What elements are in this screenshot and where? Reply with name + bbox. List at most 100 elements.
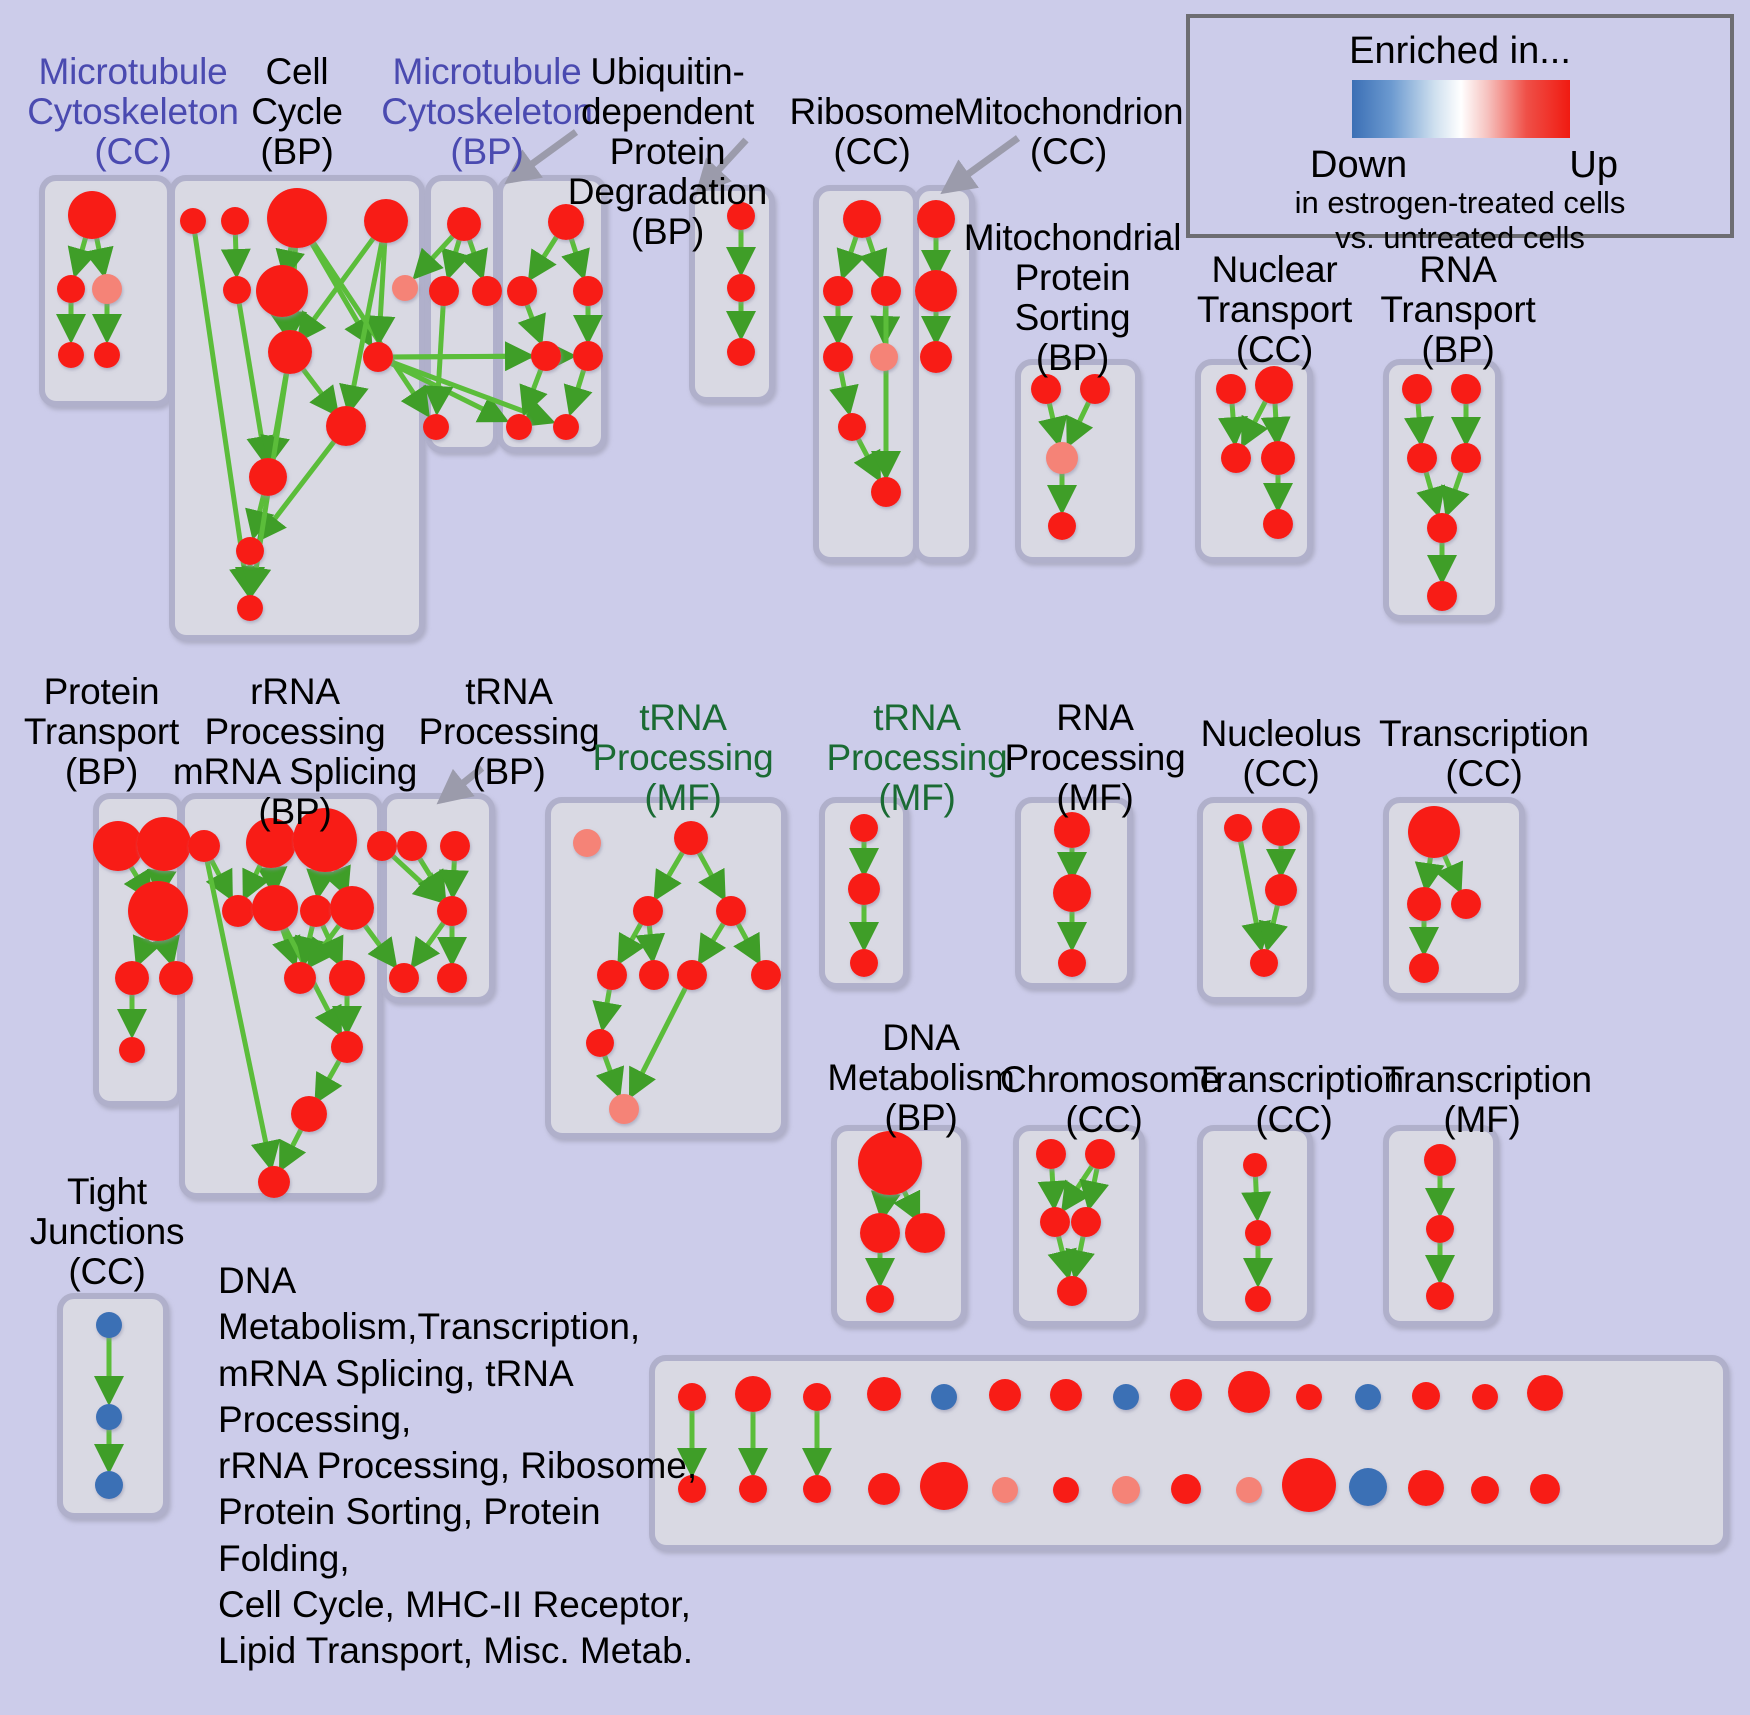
gene-set-node[interactable]: [716, 896, 746, 926]
gene-set-node[interactable]: [188, 830, 220, 862]
gene-set-node[interactable]: [678, 1475, 706, 1503]
gene-set-node[interactable]: [1221, 443, 1251, 473]
gene-set-node[interactable]: [429, 276, 459, 306]
gene-set-node[interactable]: [848, 873, 880, 905]
gene-set-node[interactable]: [249, 458, 287, 496]
gene-set-node[interactable]: [68, 191, 116, 239]
gene-set-node[interactable]: [871, 276, 901, 306]
gene-set-node[interactable]: [992, 1477, 1018, 1503]
gene-set-node[interactable]: [1048, 512, 1076, 540]
gene-set-node[interactable]: [1224, 814, 1252, 842]
gene-set-node[interactable]: [331, 1031, 363, 1063]
gene-set-node[interactable]: [1057, 1276, 1087, 1306]
gene-set-node[interactable]: [803, 1475, 831, 1503]
gene-set-node[interactable]: [119, 1037, 145, 1063]
gene-set-node[interactable]: [291, 1096, 327, 1132]
gene-set-node[interactable]: [367, 831, 397, 861]
gene-set-node[interactable]: [94, 342, 120, 368]
gene-set-node[interactable]: [1451, 889, 1481, 919]
gene-set-node[interactable]: [1050, 1379, 1082, 1411]
gene-set-node[interactable]: [548, 204, 584, 240]
gene-set-node[interactable]: [1472, 1384, 1498, 1410]
gene-set-node[interactable]: [735, 1376, 771, 1412]
gene-set-node[interactable]: [326, 406, 366, 446]
gene-set-node[interactable]: [237, 595, 263, 621]
gene-set-node[interactable]: [931, 1384, 957, 1410]
gene-set-node[interactable]: [447, 207, 481, 241]
gene-set-node[interactable]: [1426, 1282, 1454, 1310]
gene-set-node[interactable]: [1530, 1474, 1560, 1504]
gene-set-node[interactable]: [180, 208, 206, 234]
gene-set-node[interactable]: [221, 207, 249, 235]
gene-set-node[interactable]: [507, 276, 537, 306]
gene-set-node[interactable]: [633, 896, 663, 926]
gene-set-node[interactable]: [1243, 1153, 1267, 1177]
gene-set-node[interactable]: [917, 200, 955, 238]
gene-set-node[interactable]: [860, 1213, 900, 1253]
gene-set-node[interactable]: [293, 808, 357, 872]
gene-set-node[interactable]: [1451, 443, 1481, 473]
gene-set-node[interactable]: [1407, 887, 1441, 921]
gene-set-node[interactable]: [1053, 1477, 1079, 1503]
gene-set-node[interactable]: [268, 330, 312, 374]
gene-set-node[interactable]: [1451, 374, 1481, 404]
gene-set-node[interactable]: [586, 1029, 614, 1057]
gene-set-node[interactable]: [423, 414, 449, 440]
gene-set-node[interactable]: [267, 188, 327, 248]
gene-set-node[interactable]: [1112, 1476, 1140, 1504]
gene-set-node[interactable]: [727, 338, 755, 366]
gene-set-node[interactable]: [867, 1377, 901, 1411]
gene-set-node[interactable]: [1250, 949, 1278, 977]
gene-set-node[interactable]: [1409, 953, 1439, 983]
gene-set-node[interactable]: [1036, 1139, 1066, 1169]
gene-set-node[interactable]: [300, 895, 332, 927]
gene-set-node[interactable]: [1040, 1207, 1070, 1237]
gene-set-node[interactable]: [1402, 374, 1432, 404]
gene-set-node[interactable]: [609, 1094, 639, 1124]
gene-set-node[interactable]: [850, 949, 878, 977]
gene-set-node[interactable]: [1296, 1384, 1322, 1410]
gene-set-node[interactable]: [137, 817, 191, 871]
gene-set-node[interactable]: [1355, 1384, 1381, 1410]
gene-set-node[interactable]: [870, 343, 898, 371]
gene-set-node[interactable]: [1071, 1207, 1101, 1237]
gene-set-node[interactable]: [674, 821, 708, 855]
gene-set-node[interactable]: [1408, 806, 1460, 858]
gene-set-node[interactable]: [1113, 1384, 1139, 1410]
gene-set-node[interactable]: [1262, 808, 1300, 846]
gene-set-node[interactable]: [850, 814, 878, 842]
gene-set-node[interactable]: [128, 881, 188, 941]
gene-set-node[interactable]: [96, 1404, 122, 1430]
gene-set-node[interactable]: [252, 885, 298, 931]
gene-set-node[interactable]: [803, 1383, 831, 1411]
gene-set-node[interactable]: [727, 202, 755, 230]
gene-set-node[interactable]: [1282, 1458, 1336, 1512]
gene-set-node[interactable]: [531, 341, 561, 371]
gene-set-node[interactable]: [751, 960, 781, 990]
gene-set-node[interactable]: [573, 829, 601, 857]
gene-set-node[interactable]: [1080, 374, 1110, 404]
gene-set-node[interactable]: [1236, 1477, 1262, 1503]
gene-set-node[interactable]: [397, 831, 427, 861]
gene-set-node[interactable]: [96, 1312, 122, 1338]
gene-set-node[interactable]: [1424, 1144, 1456, 1176]
gene-set-node[interactable]: [1265, 874, 1297, 906]
gene-set-node[interactable]: [1046, 442, 1078, 474]
gene-set-node[interactable]: [905, 1213, 945, 1253]
gene-set-node[interactable]: [989, 1379, 1021, 1411]
gene-set-node[interactable]: [258, 1166, 290, 1198]
gene-set-node[interactable]: [1171, 1474, 1201, 1504]
gene-set-node[interactable]: [1427, 581, 1457, 611]
gene-set-node[interactable]: [392, 275, 418, 301]
gene-set-node[interactable]: [739, 1475, 767, 1503]
gene-set-node[interactable]: [222, 895, 254, 927]
gene-set-node[interactable]: [1031, 374, 1061, 404]
gene-set-node[interactable]: [1349, 1468, 1387, 1506]
gene-set-node[interactable]: [472, 276, 502, 306]
gene-set-node[interactable]: [256, 265, 308, 317]
gene-set-node[interactable]: [597, 960, 627, 990]
gene-set-node[interactable]: [223, 276, 251, 304]
gene-set-node[interactable]: [440, 831, 470, 861]
gene-set-node[interactable]: [246, 818, 296, 868]
gene-set-node[interactable]: [1263, 509, 1293, 539]
